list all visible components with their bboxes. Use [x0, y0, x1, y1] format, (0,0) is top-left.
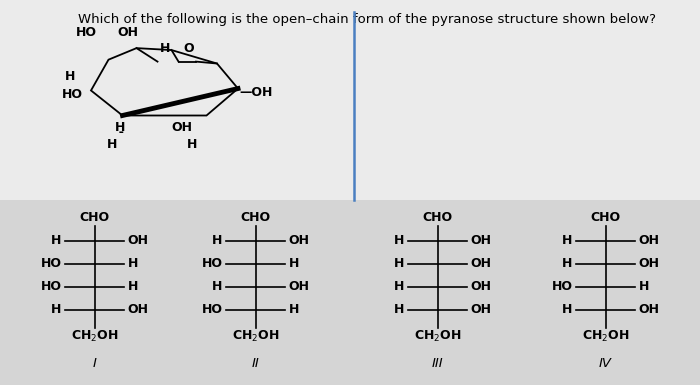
- Text: OH: OH: [638, 257, 659, 270]
- Text: HO: HO: [552, 280, 573, 293]
- Text: H: H: [127, 280, 138, 293]
- Text: HO: HO: [41, 257, 62, 270]
- Text: H: H: [288, 303, 299, 316]
- Text: OH: OH: [127, 234, 148, 247]
- Text: H: H: [51, 303, 62, 316]
- Text: H: H: [160, 42, 170, 55]
- Text: O: O: [183, 42, 194, 55]
- Text: IV: IV: [599, 357, 612, 370]
- Text: H: H: [562, 303, 573, 316]
- Text: CHO: CHO: [79, 211, 110, 224]
- Text: HO: HO: [76, 26, 97, 39]
- Text: H: H: [212, 280, 223, 293]
- Text: CH$_2$OH: CH$_2$OH: [71, 329, 118, 345]
- Text: CHO: CHO: [240, 211, 271, 224]
- Text: CHO: CHO: [422, 211, 453, 224]
- Text: —OH: —OH: [239, 86, 273, 99]
- Text: OH: OH: [638, 303, 659, 316]
- Text: CHO: CHO: [590, 211, 621, 224]
- Text: CH$_2$OH: CH$_2$OH: [414, 329, 461, 345]
- Text: H: H: [394, 280, 405, 293]
- Text: CH$_2$OH: CH$_2$OH: [582, 329, 629, 345]
- FancyBboxPatch shape: [0, 0, 700, 200]
- Text: H: H: [394, 257, 405, 270]
- Text: OH: OH: [288, 234, 309, 247]
- Text: II: II: [251, 357, 260, 370]
- Text: H: H: [394, 234, 405, 247]
- Text: HO: HO: [202, 303, 223, 316]
- Text: OH: OH: [127, 303, 148, 316]
- Text: OH: OH: [172, 121, 193, 134]
- Text: H: H: [638, 280, 649, 293]
- Text: H̱: H̱: [116, 121, 125, 134]
- Text: OH: OH: [470, 303, 491, 316]
- Text: III: III: [432, 357, 443, 370]
- Text: H: H: [107, 138, 117, 151]
- Text: H: H: [51, 234, 62, 247]
- Text: OH: OH: [470, 280, 491, 293]
- Text: HO: HO: [62, 88, 83, 101]
- Text: H: H: [127, 257, 138, 270]
- Text: H: H: [394, 303, 405, 316]
- Text: HO: HO: [41, 280, 62, 293]
- Text: H: H: [288, 257, 299, 270]
- Text: Which of the following is the open–chain form of the pyranose structure shown be: Which of the following is the open–chain…: [78, 13, 657, 27]
- Text: H: H: [65, 70, 76, 84]
- Text: OH: OH: [118, 26, 139, 39]
- Text: H: H: [562, 234, 573, 247]
- Text: H: H: [562, 257, 573, 270]
- Text: H: H: [188, 138, 197, 151]
- Text: OH: OH: [638, 234, 659, 247]
- Text: CH$_2$OH: CH$_2$OH: [232, 329, 279, 345]
- FancyBboxPatch shape: [0, 200, 700, 385]
- Text: OH: OH: [288, 280, 309, 293]
- Text: OH: OH: [470, 234, 491, 247]
- Text: H: H: [212, 234, 223, 247]
- Text: HO: HO: [202, 257, 223, 270]
- Text: I: I: [92, 357, 97, 370]
- Text: OH: OH: [470, 257, 491, 270]
